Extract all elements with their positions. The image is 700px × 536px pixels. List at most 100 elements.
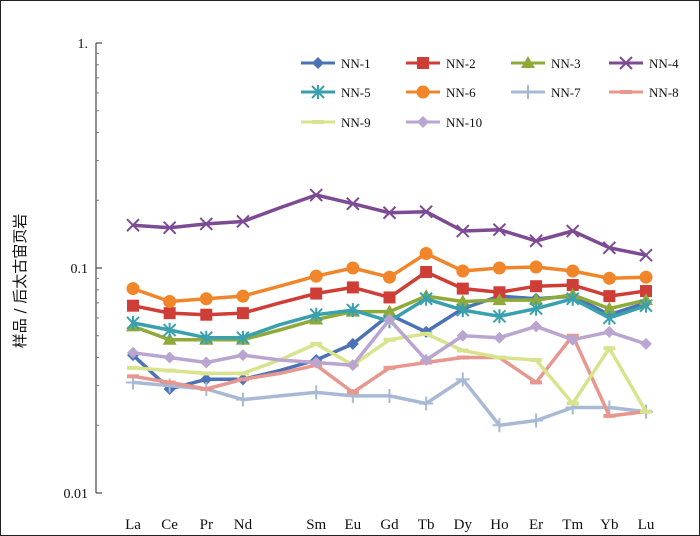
data-point bbox=[603, 290, 616, 303]
marker-square bbox=[383, 291, 396, 304]
x-tick-label: Eu bbox=[345, 517, 362, 533]
data-point bbox=[236, 289, 250, 303]
data-point bbox=[639, 298, 653, 313]
marker-triangle bbox=[521, 56, 535, 68]
marker-star bbox=[492, 309, 507, 324]
data-point bbox=[419, 204, 433, 219]
marker-circle bbox=[383, 270, 396, 284]
marker-circle bbox=[309, 269, 323, 283]
data-point bbox=[163, 351, 176, 364]
legend-item: NN-2 bbox=[406, 56, 476, 71]
data-point bbox=[419, 291, 433, 306]
marker-dash bbox=[383, 365, 396, 370]
legend-label: NN-5 bbox=[341, 85, 371, 100]
data-point bbox=[456, 329, 469, 342]
data-point bbox=[310, 356, 323, 369]
data-point bbox=[309, 307, 323, 322]
data-point bbox=[529, 234, 543, 248]
data-point bbox=[235, 392, 250, 407]
data-point bbox=[566, 401, 579, 406]
marker-plus bbox=[492, 418, 507, 433]
marker-x bbox=[382, 206, 397, 220]
data-point bbox=[521, 85, 535, 99]
x-tick-label: Dy bbox=[454, 517, 473, 533]
marker-diamond bbox=[200, 356, 213, 369]
x-tick-label: Sm bbox=[306, 517, 326, 533]
marker-circle bbox=[492, 261, 506, 275]
marker-dash bbox=[127, 365, 139, 370]
marker-diamond bbox=[127, 346, 139, 359]
marker-diamond bbox=[603, 325, 616, 338]
legend-item: NN-4 bbox=[609, 56, 679, 71]
marker-diamond bbox=[236, 349, 249, 362]
data-point bbox=[639, 248, 653, 262]
data-point bbox=[127, 374, 139, 379]
data-point bbox=[346, 303, 360, 318]
marker-square bbox=[420, 265, 433, 278]
data-point bbox=[309, 269, 323, 283]
legend-label: NN-2 bbox=[446, 56, 476, 71]
marker-dash bbox=[530, 358, 543, 363]
marker-circle bbox=[602, 271, 616, 285]
marker-square bbox=[346, 281, 359, 294]
marker-square bbox=[603, 290, 616, 303]
marker-dash bbox=[603, 346, 616, 351]
x-tick-label: Er bbox=[529, 517, 543, 533]
series-nn-6 bbox=[126, 246, 653, 308]
data-point bbox=[163, 380, 176, 385]
series-nn-10 bbox=[127, 313, 652, 372]
marker-square bbox=[163, 307, 176, 320]
data-point bbox=[162, 332, 177, 345]
series-nn-4 bbox=[126, 188, 653, 262]
series-nn-2 bbox=[127, 265, 652, 321]
data-point bbox=[346, 197, 360, 211]
y-axis-label: 样品 / 后太古宙页岩 bbox=[11, 214, 29, 349]
data-point bbox=[127, 365, 139, 370]
marker-plus bbox=[419, 396, 434, 411]
data-point bbox=[521, 56, 535, 68]
marker-x bbox=[162, 221, 177, 235]
data-point bbox=[200, 308, 213, 321]
marker-circle bbox=[236, 289, 250, 303]
legend-label: NN-6 bbox=[446, 85, 476, 100]
marker-diamond bbox=[312, 57, 324, 69]
marker-star bbox=[602, 310, 617, 325]
data-point bbox=[419, 246, 433, 260]
legend-item: NN-1 bbox=[301, 56, 371, 71]
data-point bbox=[236, 214, 250, 229]
data-point bbox=[236, 349, 249, 362]
data-point bbox=[346, 281, 359, 294]
marker-diamond bbox=[493, 331, 506, 344]
data-point bbox=[566, 291, 580, 306]
marker-x bbox=[492, 222, 507, 237]
data-point bbox=[162, 221, 177, 235]
marker-dash bbox=[200, 386, 213, 391]
data-point bbox=[417, 116, 429, 128]
data-point bbox=[493, 355, 506, 360]
data-point bbox=[382, 388, 397, 403]
marker-square bbox=[493, 286, 506, 299]
data-point bbox=[602, 310, 617, 325]
marker-circle bbox=[163, 294, 177, 308]
data-point bbox=[603, 325, 616, 338]
marker-dash bbox=[127, 374, 139, 379]
marker-x bbox=[309, 188, 323, 202]
data-point bbox=[127, 299, 139, 312]
data-point bbox=[603, 346, 616, 351]
marker-square bbox=[456, 282, 469, 295]
marker-dash bbox=[603, 413, 616, 418]
marker-x bbox=[126, 218, 140, 232]
data-point bbox=[126, 282, 140, 296]
y-tick-label: 0.1 bbox=[71, 262, 89, 277]
data-point bbox=[492, 261, 506, 275]
marker-circle bbox=[419, 246, 433, 260]
data-point bbox=[382, 206, 397, 220]
marker-star bbox=[236, 330, 250, 345]
marker-plus bbox=[529, 413, 544, 428]
marker-dash bbox=[200, 371, 213, 376]
data-point bbox=[163, 368, 176, 373]
data-point bbox=[383, 270, 396, 284]
data-point bbox=[602, 271, 616, 285]
marker-star bbox=[311, 85, 325, 99]
legend-item: NN-5 bbox=[301, 85, 371, 100]
